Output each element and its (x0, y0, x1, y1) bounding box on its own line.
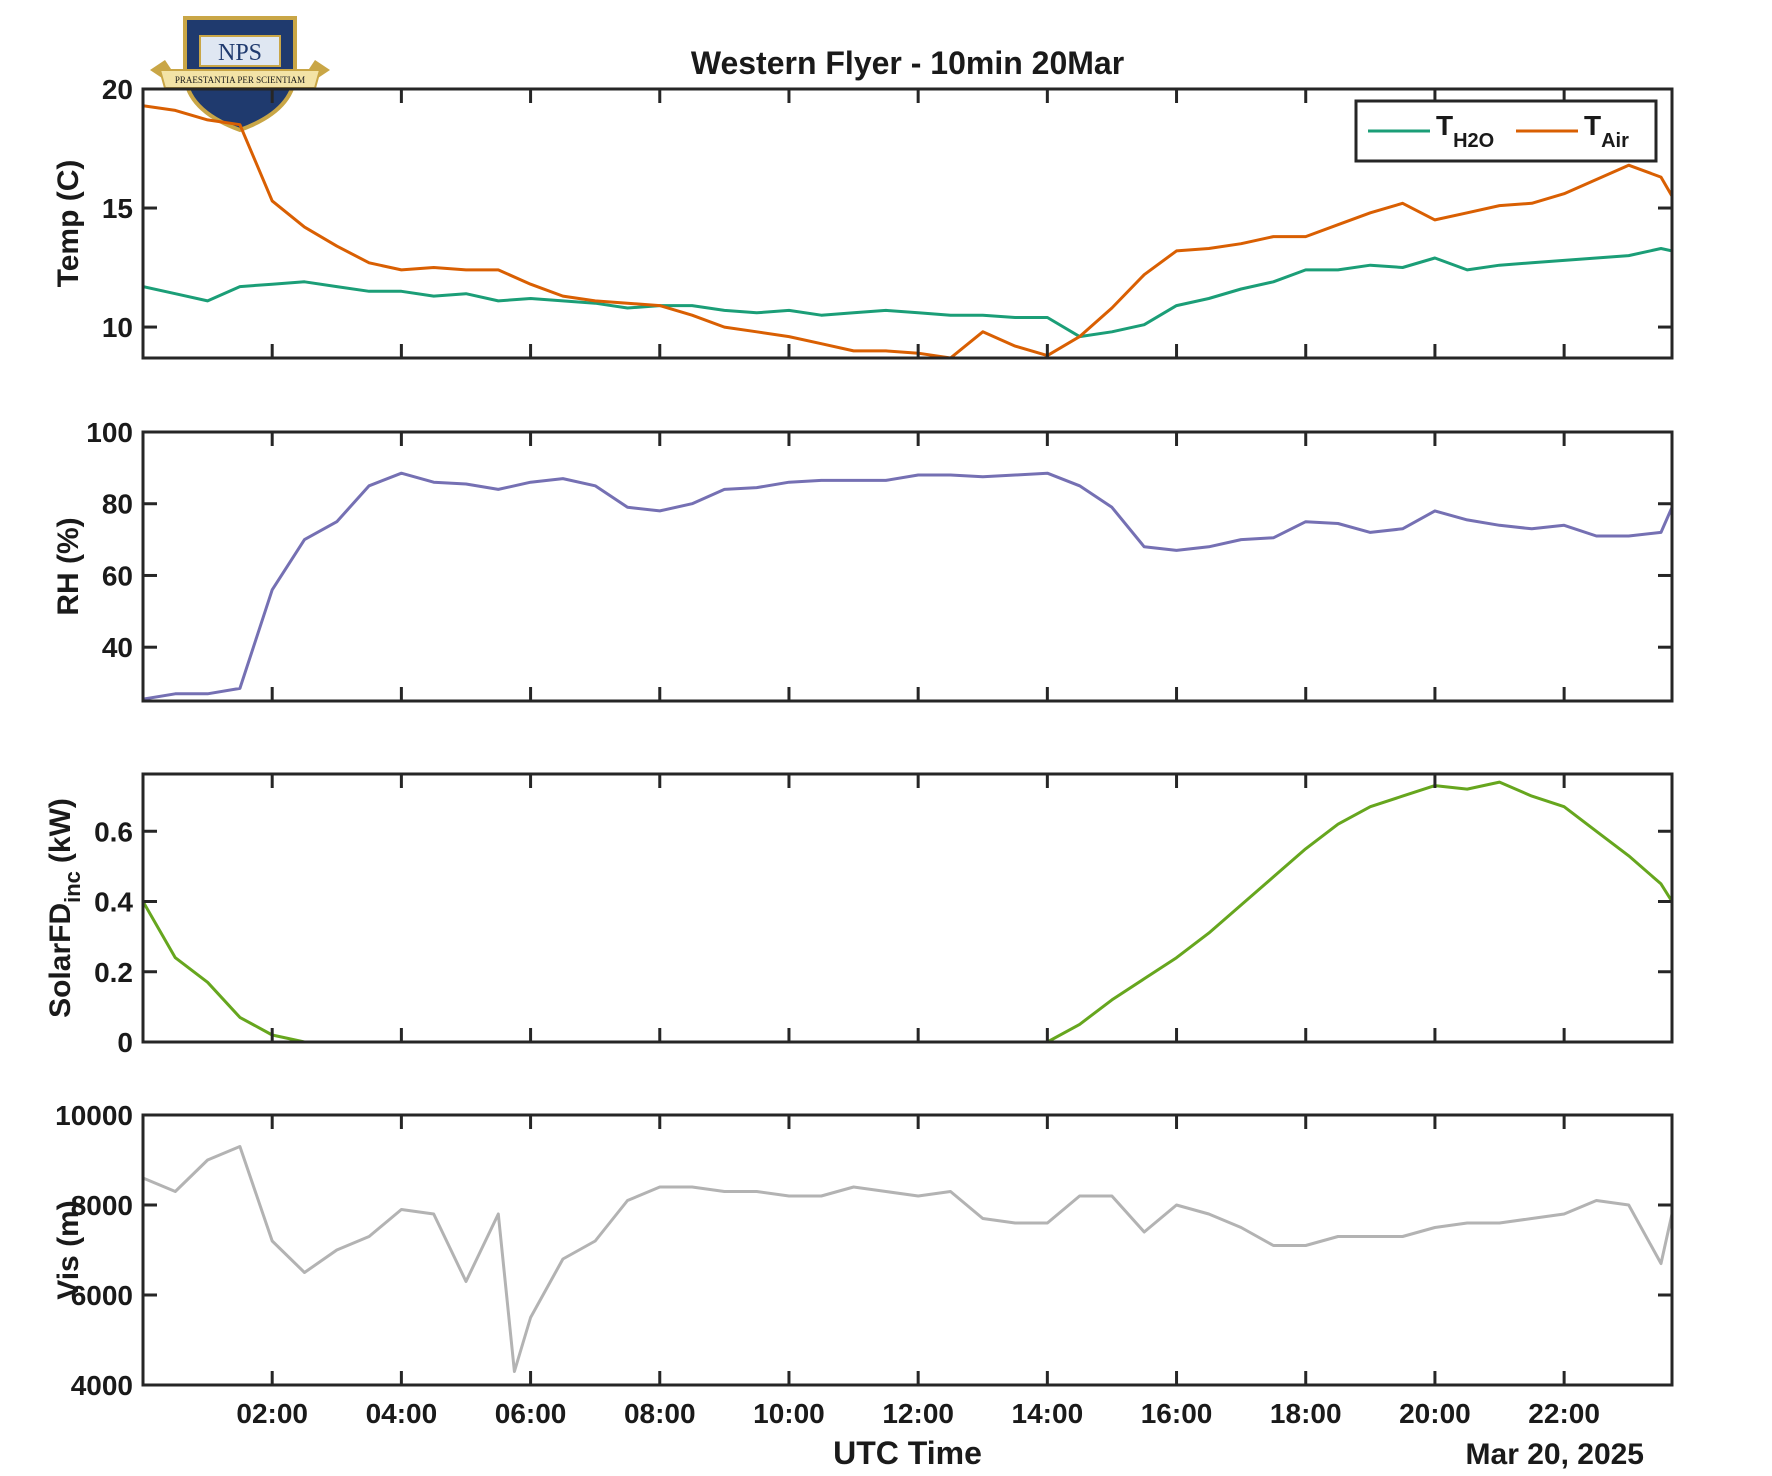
date-label: Mar 20, 2025 (1466, 1438, 1644, 1471)
y-label-main: SolarFD (44, 903, 77, 1018)
y-tick-label: 100 (86, 417, 133, 448)
x-tick-label: 12:00 (882, 1398, 954, 1429)
logo-motto: PRAESTANTIA PER SCIENTIAM (175, 75, 305, 85)
legend-subscript: Air (1601, 130, 1629, 152)
y-tick-label: 0 (117, 1027, 133, 1058)
y-tick-label: 60 (102, 560, 133, 591)
subplot: 4000 6000 8000 10000 02:00 04:00 06:00 08:00 10:… (52, 1100, 1674, 1471)
y-tick-label: 0.2 (94, 957, 133, 988)
legend-subscript: H2O (1453, 130, 1494, 152)
logo: NPS PRAESTANTIA PER SCIENTIAM (150, 16, 330, 133)
y-tick-label: 40 (102, 632, 133, 663)
x-tick-label: 22:00 (1528, 1398, 1600, 1429)
series-line (143, 471, 1672, 701)
y-axis-label: Vis (m) (52, 1200, 85, 1299)
x-tick-label: 14:00 (1012, 1398, 1084, 1429)
x-tick-label: 04:00 (366, 1398, 438, 1429)
y-tick-label: 20 (102, 74, 133, 105)
x-tick-label: 16:00 (1141, 1398, 1213, 1429)
y-tick-label: 8000 (71, 1190, 133, 1221)
axes-box (141, 87, 1674, 360)
legend-label: TAir (1584, 110, 1629, 152)
chart-title: Western Flyer - 10min 20Mar (691, 45, 1124, 81)
series-line (143, 247, 1672, 339)
y-label-sub: inc (60, 871, 85, 903)
series-line (143, 780, 1672, 1042)
subplot: 0 0.2 0.4 0.6 SolarFDinc (kW) (44, 772, 1674, 1058)
logo-plate (199, 35, 281, 67)
x-tick-label: 20:00 (1399, 1398, 1471, 1429)
legend-name: T (1436, 110, 1453, 141)
x-tick-label: 02:00 (236, 1398, 308, 1429)
y-tick-label: 15 (102, 193, 133, 224)
axes-box (141, 772, 1674, 1044)
y-axis-label: SolarFDinc (kW) (44, 798, 85, 1018)
legend-label: TH2O (1436, 110, 1494, 152)
legend: TH2O TAir (1354, 99, 1658, 163)
y-tick-label: 10 (102, 312, 133, 343)
x-tick-label: 08:00 (624, 1398, 696, 1429)
y-axis-label: Temp (C) (52, 160, 85, 288)
y-label-unit: (kW) (44, 798, 77, 863)
x-axis-label: UTC Time (833, 1435, 982, 1471)
axes-box (141, 1113, 1674, 1387)
y-tick-label: 80 (102, 489, 133, 520)
y-tick-label: 4000 (71, 1370, 133, 1401)
series-line (143, 1145, 1672, 1373)
x-tick-label: 18:00 (1270, 1398, 1342, 1429)
axes-box (141, 430, 1674, 703)
y-tick-label: 6000 (71, 1280, 133, 1311)
logo-text: NPS (218, 40, 262, 66)
y-tick-label: 0.4 (94, 887, 133, 918)
x-tick-label: 06:00 (495, 1398, 567, 1429)
y-tick-label: 0.6 (94, 816, 133, 847)
subplot: 40 60 80 100 RH (%) (52, 417, 1674, 703)
y-tick-label: 10000 (55, 1100, 133, 1131)
y-axis-label: RH (%) (52, 517, 85, 615)
subplot: 10 15 20 Temp (C) Western Flyer - 10min 20Ma… (52, 45, 1674, 360)
x-tick-label: 10:00 (753, 1398, 825, 1429)
legend-name: T (1584, 110, 1601, 141)
